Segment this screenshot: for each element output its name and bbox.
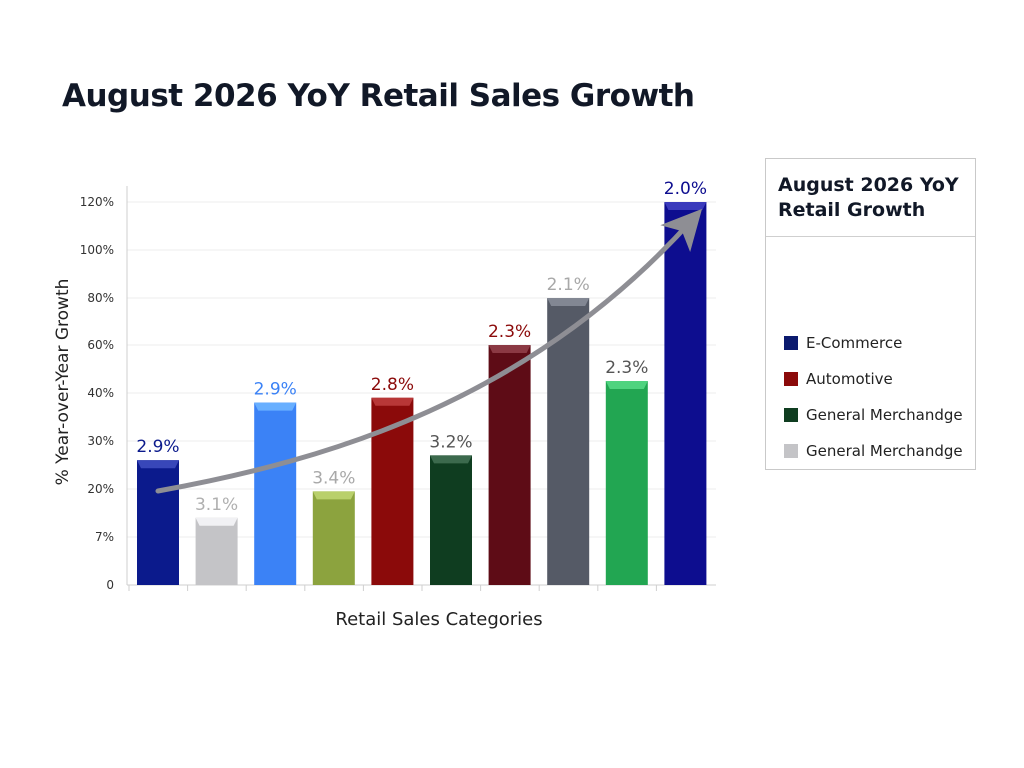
y-tick-label: 120% bbox=[80, 195, 114, 209]
y-tick-label: 0 bbox=[106, 578, 114, 592]
bar-cap bbox=[664, 202, 707, 210]
bar-value-label: 3.4% bbox=[312, 468, 355, 488]
legend-swatch bbox=[784, 336, 798, 350]
bar-cap bbox=[254, 402, 297, 411]
y-tick-label: 80% bbox=[87, 291, 114, 305]
y-axis-title: % Year-over-Year Growth bbox=[53, 279, 73, 486]
bar bbox=[430, 455, 472, 585]
bar-cap bbox=[195, 517, 238, 526]
y-tick-labels: 0 7% 20% 30% 40% 60% 80% 100% 120% bbox=[80, 195, 114, 592]
legend: August 2026 YoY Retail Growth E-Commerce… bbox=[765, 158, 976, 470]
legend-item-general-merchandise-light: General Merchandge bbox=[784, 433, 963, 469]
chart-title: August 2026 YoY Retail Sales Growth bbox=[62, 78, 695, 114]
bar bbox=[664, 202, 707, 585]
bar-value-label: 3.1% bbox=[195, 495, 238, 515]
bar bbox=[137, 460, 179, 585]
bar-value-label: 3.2% bbox=[429, 432, 472, 452]
bar bbox=[195, 517, 238, 585]
y-tick-label: 20% bbox=[87, 482, 114, 496]
legend-items: E-Commerce Automotive General Merchandge… bbox=[784, 325, 963, 469]
y-tick-label: 60% bbox=[87, 338, 114, 352]
bar-cap bbox=[488, 345, 531, 353]
legend-label: E-Commerce bbox=[806, 334, 903, 352]
bar-value-label: 2.9% bbox=[254, 380, 297, 400]
bar bbox=[547, 298, 590, 585]
bar-cap bbox=[312, 491, 355, 500]
legend-swatch bbox=[784, 408, 798, 422]
x-axis-title: Retail Sales Categories bbox=[335, 609, 542, 630]
legend-label: General Merchandge bbox=[806, 406, 963, 424]
legend-label: General Merchandge bbox=[806, 442, 963, 460]
bar-value-label: 2.9% bbox=[136, 437, 179, 457]
bar-value-label: 2.0% bbox=[664, 179, 707, 199]
y-tick-label: 100% bbox=[80, 243, 114, 257]
bar-cap bbox=[371, 397, 414, 406]
bar-value-label: 2.1% bbox=[547, 275, 590, 295]
bar-value-label: 2.8% bbox=[371, 375, 414, 395]
bar bbox=[312, 491, 355, 585]
legend-swatch bbox=[784, 444, 798, 458]
legend-swatch bbox=[784, 372, 798, 386]
legend-label: Automotive bbox=[806, 370, 893, 388]
trend-arrow bbox=[155, 208, 703, 494]
y-tick-label: 40% bbox=[87, 386, 114, 400]
bar-cap bbox=[137, 460, 179, 469]
x-tick-marks bbox=[128, 585, 657, 591]
bar-value-label: 2.3% bbox=[488, 322, 531, 342]
legend-item-general-merchandise-dark: General Merchandge bbox=[784, 397, 963, 433]
bar-value-label: 2.3% bbox=[605, 358, 648, 378]
bar bbox=[605, 381, 648, 585]
bars bbox=[137, 202, 707, 585]
y-tick-label: 30% bbox=[87, 434, 114, 448]
bar-cap bbox=[605, 381, 648, 389]
bar-cap bbox=[430, 455, 472, 464]
legend-item-e-commerce: E-Commerce bbox=[784, 325, 963, 361]
bar-cap bbox=[547, 298, 590, 306]
bar bbox=[488, 345, 531, 585]
data-labels: 2.9% 3.1% 2.9% 3.4% 2.8% 3.2% 2.3% 2.1% 2.3% 2.0% bbox=[136, 179, 707, 515]
legend-item-automotive: Automotive bbox=[784, 361, 963, 397]
bar bbox=[254, 402, 297, 585]
y-tick-label: 7% bbox=[95, 530, 114, 544]
legend-title: August 2026 YoY Retail Growth bbox=[766, 159, 975, 237]
